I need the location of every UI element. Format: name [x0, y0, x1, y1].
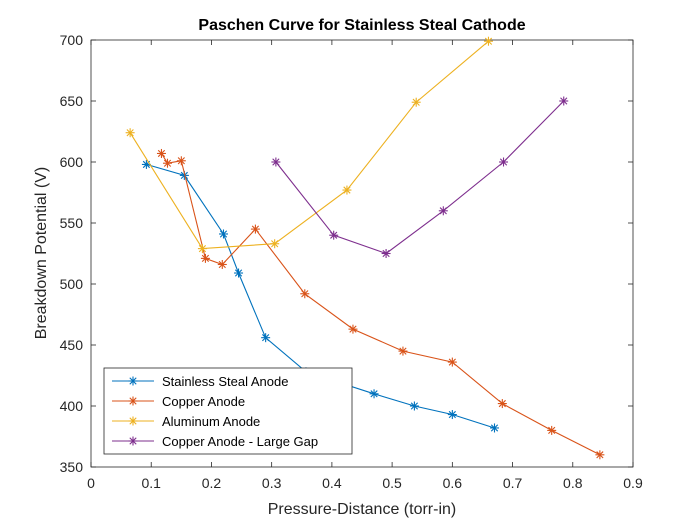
data-point — [218, 229, 228, 239]
data-point — [489, 423, 499, 433]
y-tick-label: 650 — [60, 93, 84, 109]
legend-box — [103, 367, 353, 455]
chart-title: Paschen Curve for Stainless Steal Cathod… — [198, 17, 525, 34]
data-point — [398, 346, 408, 356]
y-tick-label: 350 — [60, 459, 84, 475]
x-tick-label: 0 — [87, 475, 95, 491]
x-tick-label: 0.5 — [382, 475, 402, 491]
y-tick-label: 600 — [60, 154, 84, 170]
data-point — [270, 239, 280, 249]
data-point — [300, 289, 310, 299]
x-tick-label: 0.8 — [563, 475, 583, 491]
data-point — [438, 206, 448, 216]
x-tick-label: 0.3 — [262, 475, 282, 491]
y-tick-label: 550 — [60, 215, 84, 231]
x-axis-label: Pressure-Distance (torr-in) — [268, 501, 456, 518]
axes: 0 0.1 0.2 0.3 0.4 0.5 0.6 0.7 0.8 0.9 350 400 450 500… — [60, 32, 643, 491]
series-3 — [271, 96, 569, 258]
data-point — [409, 401, 419, 411]
legend-marker — [128, 376, 138, 386]
data-point — [559, 96, 569, 106]
y-tick-label: 400 — [60, 398, 84, 414]
data-point — [369, 389, 379, 399]
data-point — [234, 268, 244, 278]
series-layer — [125, 36, 605, 460]
data-point — [483, 36, 493, 46]
data-point — [200, 253, 210, 263]
legend-marker — [128, 436, 138, 446]
data-point — [197, 244, 207, 254]
data-point — [261, 333, 271, 343]
legend-entry: Stainless Steal Anode — [112, 374, 288, 389]
data-point — [595, 450, 605, 460]
data-point — [329, 230, 339, 240]
x-tick-label: 0.4 — [322, 475, 342, 491]
y-tick-label: 500 — [60, 276, 84, 292]
y-tick-label: 450 — [60, 337, 84, 353]
x-tick-label: 0.9 — [623, 475, 643, 491]
data-point — [217, 259, 227, 269]
x-tick-label: 0.1 — [141, 475, 161, 491]
series-line — [275, 100, 565, 255]
data-point — [125, 128, 135, 138]
legend-entry: Aluminum Anode — [112, 414, 260, 429]
legend-entry: Copper Anode - Large Gap — [112, 434, 318, 449]
y-axis-label: Breakdown Potential (V) — [33, 167, 50, 340]
series-line — [146, 163, 495, 429]
data-point — [411, 97, 421, 107]
data-point — [547, 425, 557, 435]
legend-label: Copper Anode — [162, 394, 245, 409]
legend-marker — [128, 396, 138, 406]
x-tick-label: 0.6 — [443, 475, 463, 491]
data-point — [250, 224, 260, 234]
data-point — [447, 357, 457, 367]
data-point — [342, 185, 352, 195]
x-tick-label: 0.7 — [503, 475, 523, 491]
data-point — [176, 156, 186, 166]
x-tick-label: 0.2 — [202, 475, 222, 491]
data-point — [348, 324, 358, 334]
data-point — [381, 249, 391, 258]
data-point — [497, 399, 507, 409]
data-point — [156, 148, 166, 158]
series-line — [129, 40, 489, 250]
data-point — [271, 157, 281, 167]
legend-label: Copper Anode - Large Gap — [162, 434, 318, 449]
legend-entry: Copper Anode — [112, 394, 245, 409]
axes-box — [90, 39, 634, 468]
legend-label: Aluminum Anode — [162, 414, 260, 429]
legend-marker — [128, 416, 138, 426]
legend: Stainless Steal Anode Copper Anode Aluminu… — [103, 367, 353, 455]
series-1 — [156, 148, 605, 460]
data-point — [499, 157, 509, 167]
legend-label: Stainless Steal Anode — [162, 374, 288, 389]
data-point — [447, 410, 457, 420]
y-tick-label: 700 — [60, 32, 84, 48]
data-point — [162, 158, 172, 168]
series-2 — [125, 36, 493, 254]
